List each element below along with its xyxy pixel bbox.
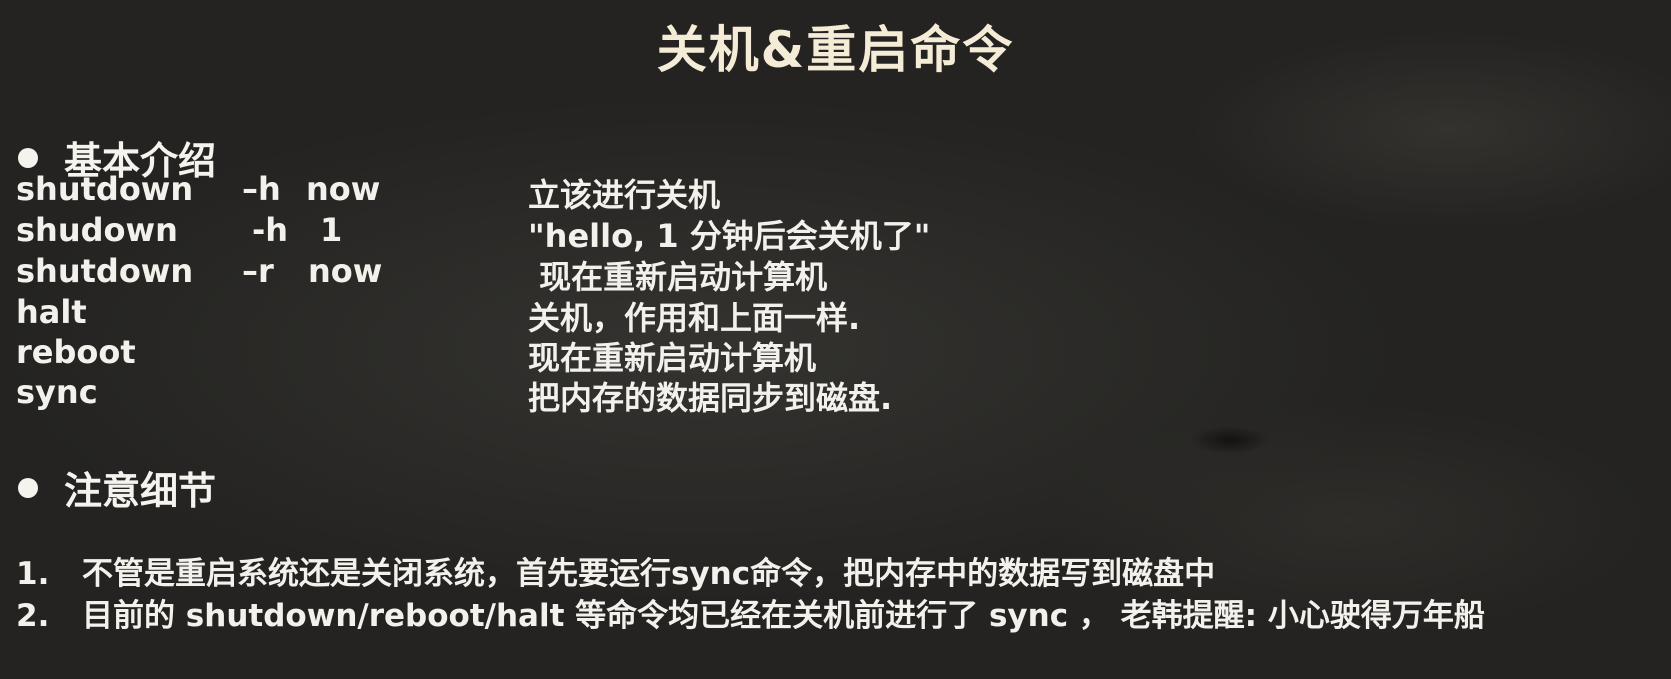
command-description: 现在重新启动计算机 <box>528 258 828 296</box>
command-option: -h <box>252 211 289 249</box>
command-option: –r <box>242 252 274 290</box>
command-name: shutdown <box>16 252 194 290</box>
command-description: "hello, 1 分钟后会关机了" <box>528 217 931 255</box>
command-argument: now <box>306 170 381 208</box>
command-description: 立该进行关机 <box>528 176 721 214</box>
section-heading-notes-label: 注意细节 <box>64 469 217 513</box>
bullet-icon <box>18 477 38 498</box>
command-name: shutdown <box>16 170 194 208</box>
command-description: 把内存的数据同步到磁盘. <box>528 379 893 417</box>
section-heading-notes: 注意细节 <box>18 460 216 515</box>
note-text: 目前的 shutdown/reboot/halt 等命令均已经在关机前进行了 s… <box>82 598 1485 634</box>
note-text: 不管是重启系统还是关闭系统，首先要运行sync命令，把内存中的数据写到磁盘中 <box>82 556 1216 592</box>
command-description: 关机，作用和上面一样. <box>528 299 861 337</box>
note-number: 1. <box>16 556 50 592</box>
section-heading-intro-label: 基本介绍 <box>64 139 217 183</box>
command-name: halt <box>16 293 87 331</box>
command-option: –h <box>242 170 281 208</box>
slide-title: 关机&重启命令 <box>656 21 1015 79</box>
command-argument: 1 <box>320 211 343 249</box>
note-item: 2. 目前的 shutdown/reboot/halt 等命令均已经在关机前进行了… <box>16 590 1485 635</box>
bullet-icon <box>18 147 38 168</box>
note-item: 1. 不管是重启系统还是关闭系统，首先要运行sync命令，把内存中的数据写到磁盘中 <box>16 548 1215 593</box>
note-number: 2. <box>16 598 50 634</box>
command-description: 现在重新启动计算机 <box>528 339 817 377</box>
command-name: sync <box>16 373 98 411</box>
command-name: shudown <box>16 211 178 249</box>
command-name: reboot <box>16 333 136 371</box>
section-heading-intro: 基本介绍 <box>18 130 216 185</box>
command-argument: now <box>308 252 383 290</box>
